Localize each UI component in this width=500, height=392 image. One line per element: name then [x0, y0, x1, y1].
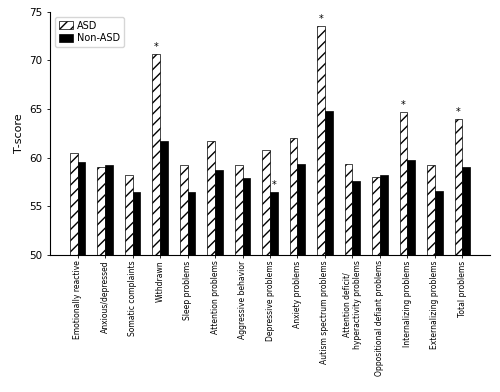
Bar — [270, 192, 278, 392]
Bar — [290, 138, 298, 392]
Bar — [408, 160, 415, 392]
Bar — [188, 192, 196, 392]
Bar — [400, 112, 407, 392]
Bar — [78, 162, 86, 392]
Bar — [262, 150, 270, 392]
Bar — [70, 153, 78, 392]
Bar — [352, 181, 360, 392]
Bar — [180, 165, 188, 392]
Bar — [435, 191, 442, 392]
Bar — [344, 164, 352, 392]
Bar — [105, 165, 113, 392]
Y-axis label: T-score: T-score — [14, 113, 24, 153]
Bar — [215, 170, 222, 392]
Bar — [325, 111, 332, 392]
Bar — [318, 26, 325, 392]
Bar — [372, 177, 380, 392]
Text: *: * — [154, 42, 158, 52]
Bar — [380, 175, 388, 392]
Bar — [462, 167, 470, 392]
Bar — [132, 192, 140, 392]
Bar — [160, 141, 168, 392]
Bar — [454, 119, 462, 392]
Bar — [152, 54, 160, 392]
Bar — [208, 141, 215, 392]
Text: *: * — [272, 180, 276, 190]
Text: *: * — [401, 100, 406, 110]
Bar — [242, 178, 250, 392]
Bar — [235, 165, 242, 392]
Legend: ASD, Non-ASD: ASD, Non-ASD — [55, 16, 124, 47]
Bar — [98, 167, 105, 392]
Bar — [427, 165, 435, 392]
Bar — [298, 164, 305, 392]
Bar — [125, 175, 132, 392]
Text: *: * — [318, 15, 324, 24]
Text: *: * — [456, 107, 461, 117]
